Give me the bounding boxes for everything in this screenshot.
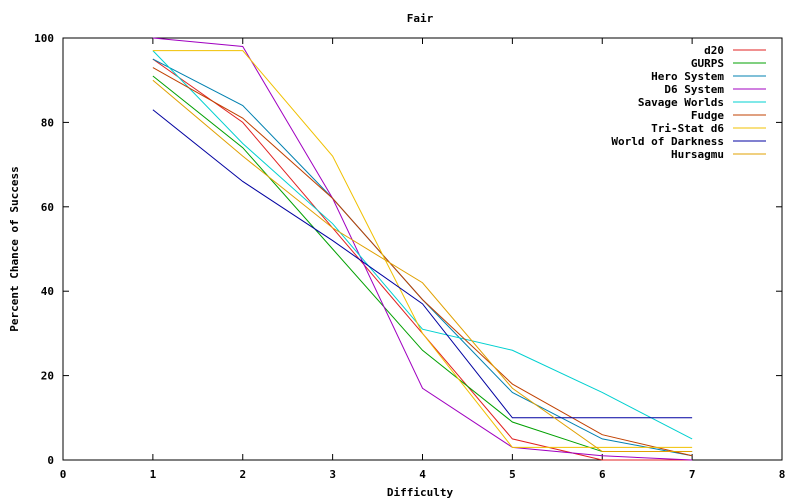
x-tick-label: 5	[509, 468, 516, 481]
legend-label-world-of-darkness: World of Darkness	[611, 135, 724, 148]
legend-label-hero-system: Hero System	[651, 70, 724, 83]
legend-label-d6-system: D6 System	[664, 83, 724, 96]
x-tick-label: 4	[419, 468, 426, 481]
series-line-savage-worlds	[152, 50, 693, 440]
series-line-world-of-darkness	[152, 109, 693, 419]
x-tick-label: 2	[239, 468, 246, 481]
x-tick-label: 8	[779, 468, 786, 481]
legend-label-hursagmu: Hursagmu	[671, 148, 724, 161]
x-tick-label: 6	[599, 468, 606, 481]
series-line-d20	[152, 58, 693, 461]
legend-label-savage-worlds: Savage Worlds	[638, 96, 724, 109]
plot-frame	[62, 37, 783, 461]
y-tick-label: 0	[47, 454, 54, 467]
legend-label-fudge: Fudge	[691, 109, 724, 122]
y-axis-label: Percent Chance of Success	[8, 166, 21, 332]
x-tick-label: 0	[60, 468, 67, 481]
legend-label-d20: d20	[704, 44, 724, 57]
legend-label-gurps: GURPS	[691, 57, 724, 70]
y-tick-label: 40	[41, 285, 54, 298]
series-line-d6-system	[152, 37, 693, 461]
y-tick-label: 20	[41, 370, 54, 383]
series-line-gurps	[152, 75, 693, 453]
series-line-fudge	[152, 67, 693, 457]
x-tick-label: 1	[150, 468, 157, 481]
series-line-hursagmu	[152, 79, 693, 453]
series-lines	[152, 37, 693, 461]
y-tick-label: 100	[34, 32, 54, 45]
series-line-tri-stat-d6	[152, 50, 693, 448]
y-tick-label: 80	[41, 116, 54, 129]
chart-title: Fair	[407, 12, 434, 25]
y-tick-label: 60	[41, 201, 54, 214]
series-line-hero-system	[152, 58, 693, 457]
x-tick-label: 7	[689, 468, 696, 481]
legend-label-tri-stat-d6: Tri-Stat d6	[651, 122, 724, 135]
x-axis-label: Difficulty	[387, 486, 454, 499]
x-tick-label: 3	[329, 468, 336, 481]
